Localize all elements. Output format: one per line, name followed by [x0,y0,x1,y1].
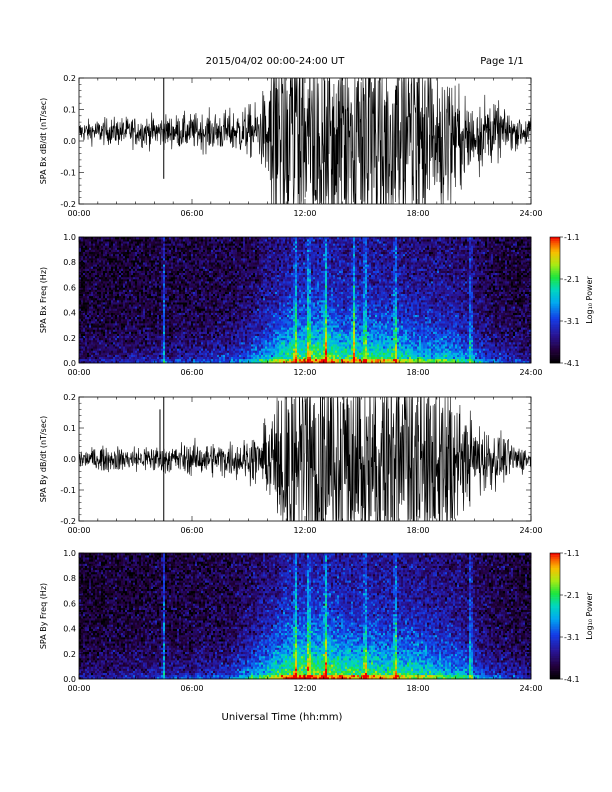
x-tick-label: 06:00 [180,526,203,535]
x-tick-label: 06:00 [180,684,203,693]
colorbar-tick-label: -3.1 [564,317,580,326]
colorbar-tick-label: -3.1 [564,633,580,642]
panel-2: -1.1 -2.1 -3.1 -4.1 Log₁₀ Power 00:00 06:00 12:… [39,233,594,377]
x-tick-label: 00:00 [67,209,90,218]
colorbar: -1.1 -2.1 -3.1 -4.1 Log₁₀ Power [549,233,594,368]
x-axis-title: Universal Time (hh:mm) [222,712,343,723]
y-tick-label: 0.2 [63,650,76,659]
x-tick-label: 24:00 [519,526,542,535]
x-tick-label: 24:00 [519,684,542,693]
y-tick-label: 0.0 [63,359,76,368]
x-tick-label: 00:00 [67,368,90,377]
x-tick-label: 18:00 [406,526,429,535]
y-tick-label: 0.6 [63,283,76,292]
y-axis-label: SPA By Freq (Hz) [39,583,48,649]
y-tick-label: 0.4 [63,309,76,318]
y-tick-label: 0.2 [63,74,76,83]
y-axis-label: SPA Bx Freq (Hz) [39,267,48,333]
colorbar-label: Log₁₀ Power [585,276,594,324]
panel-3: 00:00 06:00 12:00 18:00 24:00 0.2 0.1 0.0 -0.1 -0… [39,393,543,535]
y-tick-label: 0.8 [63,574,76,583]
y-tick-label: 0.0 [63,675,76,684]
x-tick-label: 00:00 [67,526,90,535]
page-number: Page 1/1 [480,56,523,67]
colorbar-frame [549,552,561,680]
y-tick-label: -0.1 [60,486,76,495]
colorbar-tick-label: -1.1 [564,233,580,242]
spectrogram [79,237,532,364]
y-tick-label: 0.2 [63,393,76,402]
y-tick-label: 0.6 [63,599,76,608]
y-tick-label: 0.1 [63,424,76,433]
signal-line [79,78,531,204]
x-tick-label: 24:00 [519,368,542,377]
page-title: 2015/04/02 00:00-24:00 UT [206,56,346,67]
x-tick-label: 12:00 [293,526,316,535]
x-tick-label: 06:00 [180,209,203,218]
y-axis-label: SPA Bx dB/dt (nT/sec) [39,98,48,185]
x-tick-label: 12:00 [293,368,316,377]
y-tick-label: 0.0 [63,455,76,464]
x-tick-label: 18:00 [406,684,429,693]
y-tick-label: 0.0 [63,137,76,146]
colorbar: -1.1 -2.1 -3.1 -4.1 Log₁₀ Power [549,549,594,684]
colorbar-tick-label: -2.1 [564,275,580,284]
x-tick-label: 24:00 [519,209,542,218]
x-tick-label: 00:00 [67,684,90,693]
colorbar-tick-label: -1.1 [564,549,580,558]
panel-4: -1.1 -2.1 -3.1 -4.1 Log₁₀ Power 00:00 06:00 12:… [39,549,594,693]
colorbar-tick-label: -4.1 [564,675,580,684]
spectrogram [79,553,532,680]
x-tick-label: 18:00 [406,209,429,218]
y-tick-label: -0.1 [60,169,76,178]
panel-1: 00:00 06:00 12:00 18:00 24:00 0.2 0.1 0.0 -0.1 -0… [39,74,543,218]
y-tick-label: -0.2 [60,517,76,526]
colorbar-tick-label: -4.1 [564,359,580,368]
y-axis-label: SPA By dB/dt (nT/sec) [39,416,48,503]
colorbar-tick-label: -2.1 [564,591,580,600]
x-tick-label: 18:00 [406,368,429,377]
colorbar-label: Log₁₀ Power [585,592,594,640]
panels: 00:00 06:00 12:00 18:00 24:00 0.2 0.1 0.0 -0.1 -0… [39,74,594,693]
y-tick-label: 1.0 [63,233,76,242]
y-tick-label: 1.0 [63,549,76,558]
y-tick-label: 0.2 [63,334,76,343]
signal-line [79,397,531,521]
y-tick-label: -0.2 [60,200,76,209]
x-tick-label: 12:00 [293,684,316,693]
x-tick-label: 12:00 [293,209,316,218]
colorbar-frame [549,236,561,364]
y-tick-label: 0.1 [63,106,76,115]
y-tick-label: 0.8 [63,258,76,267]
x-tick-label: 06:00 [180,368,203,377]
y-tick-label: 0.4 [63,625,76,634]
